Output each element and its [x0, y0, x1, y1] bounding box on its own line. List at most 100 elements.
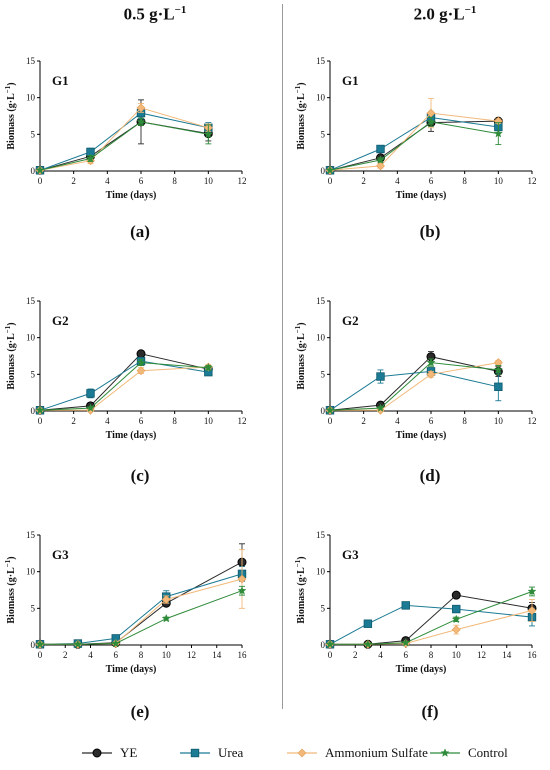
c3-line-ye: [329, 356, 499, 411]
c5-y-axis-label-end: ): [296, 556, 307, 559]
c1-series-ammonium-sulfate: [325, 97, 503, 175]
c1-x-tick-label-3: 6: [429, 176, 434, 186]
c3-point-urea-1: [376, 372, 385, 381]
c2-x-tick-label-0: 0: [38, 416, 43, 426]
c0-line-control: [39, 121, 209, 171]
c5-point-ammonium-sulfate-3: [451, 625, 461, 635]
c5-x-tick-label-6: 12: [477, 650, 486, 660]
c4-x-tick-label-1: 2: [63, 650, 68, 660]
c2-x-tick-label-1: 2: [71, 416, 76, 426]
c0-x-tick-label-4: 8: [172, 176, 177, 186]
c2-line-control: [39, 362, 209, 411]
c4-y-tick-label-3: 15: [26, 530, 36, 540]
c0-x-axis-label: Time (days): [106, 190, 157, 201]
c0-x-tick-label-2: 4: [105, 176, 110, 186]
c0-point-control-0: [35, 165, 45, 175]
c3-x-tick-label-4: 8: [462, 416, 467, 426]
c0-series-ye: [35, 99, 213, 175]
c3-point-urea-3: [494, 382, 503, 391]
c2-x-tick-label-2: 4: [105, 416, 110, 426]
c5-y-tick-label-0: 0: [321, 640, 326, 650]
c5-series-control: [325, 586, 537, 649]
c0-x-tick-label-5: 10: [204, 176, 214, 186]
c5-x-tick-label-2: 4: [378, 650, 383, 660]
c1-y-axis-label-end: ): [296, 82, 307, 85]
c3-series-ammonium-sulfate: [325, 358, 503, 415]
c1-x-tick-label-2: 4: [395, 176, 400, 186]
c2-y-axis-label: Biomass (g·L−1): [4, 322, 17, 389]
c5-x-tick-label-0: 0: [328, 650, 333, 660]
c5-point-urea-1: [363, 619, 373, 628]
c1-y-axis-label-sup: −1: [294, 85, 302, 93]
c3-y-tick-label-1: 5: [321, 369, 326, 379]
c3-series-control: [325, 357, 503, 415]
c2-x-tick-label-4: 8: [172, 416, 177, 426]
c0-point-control-3: [203, 129, 213, 139]
c4-y-axis-label: Biomass (g·L−1): [4, 556, 17, 623]
c5-x-tick-label-8: 16: [528, 650, 538, 660]
column-title-left-text: 0.5 g·L: [123, 4, 175, 24]
c3-y-axis-label-main: Biomass (g·L: [296, 333, 307, 390]
c4-x-tick-label-4: 8: [139, 650, 144, 660]
c2-line-urea: [39, 360, 209, 411]
c5-series-ye: [325, 590, 537, 649]
c2-x-tick-label-3: 6: [139, 416, 144, 426]
c3-line-control: [329, 362, 499, 411]
c3-y-axis-label-sup: −1: [294, 325, 302, 333]
c4-line-ye: [40, 561, 243, 645]
c4-x-tick-label-8: 16: [238, 650, 248, 660]
c4-x-tick-label-3: 6: [114, 650, 119, 660]
c1-line-urea: [329, 116, 499, 171]
c1-point-urea-1: [376, 144, 385, 154]
c5-point-urea-3: [452, 604, 461, 614]
c4-series-urea: [35, 566, 247, 649]
legend-item-control: Control: [428, 740, 508, 766]
c0-y-tick-label-0: 0: [31, 166, 36, 176]
c4-y-axis-label-main: Biomass (g·L: [6, 567, 17, 624]
panel-letter-a: (a): [130, 222, 150, 241]
c1-y-tick-label-0: 0: [321, 166, 326, 176]
c3-x-tick-label-0: 0: [328, 416, 333, 426]
c4-point-control-4: [237, 585, 247, 595]
panel-letter-e: (e): [130, 702, 150, 721]
c4-y-tick-label-2: 10: [26, 567, 36, 577]
column-title-left: 0.5 g·L−1: [55, 4, 255, 25]
c1-point-control-2: [426, 117, 436, 126]
legend-swatch-control: [430, 748, 460, 757]
c0-line-urea: [39, 112, 209, 171]
legend-marker-control: [440, 748, 450, 757]
c2-y-axis-label-sup: −1: [4, 325, 12, 333]
legend-marker-ye: [92, 748, 102, 758]
legend: YE Urea Ammonium Sulfate Control: [0, 740, 550, 766]
c5-point-control-4: [527, 586, 537, 596]
c0-x-tick-label-6: 12: [238, 176, 247, 186]
c3-series-urea: [325, 367, 503, 415]
c0-line-ammonium-sulfate: [39, 107, 209, 171]
c5-x-tick-label-1: 2: [353, 650, 358, 660]
c4-point-ammonium-sulfate-4: [237, 574, 247, 584]
c2-point-urea-1: [86, 389, 95, 398]
c0-y-axis-label-end: ): [6, 82, 17, 85]
c2-point-control-3: [203, 362, 213, 372]
legend-swatch-ye: [82, 748, 112, 758]
c2-group-label: G2: [52, 313, 69, 328]
c2-line-ammonium-sulfate: [40, 366, 209, 411]
c4-x-tick-label-7: 14: [212, 650, 222, 660]
legend-marker-ammonium-sulfate: [297, 748, 307, 758]
c3-y-axis-label: Biomass (g·L−1): [294, 322, 307, 389]
c4-point-control-3: [161, 613, 171, 623]
column-title-left-sup: −1: [174, 4, 187, 16]
c5-y-tick-label-1: 5: [321, 603, 326, 613]
c5-y-axis-label-main: Biomass (g·L: [296, 567, 307, 624]
c5-group-label: G3: [342, 547, 359, 562]
c5-x-tick-label-7: 14: [502, 650, 512, 660]
c3-y-tick-label-2: 10: [316, 333, 326, 343]
c1-point-control-3: [493, 128, 503, 138]
c3-y-axis-label-end: ): [296, 322, 307, 325]
c3-x-tick-label-1: 2: [361, 416, 366, 426]
c4-line-ammonium-sulfate: [40, 578, 243, 645]
c5-point-control-0: [325, 639, 335, 649]
c2-point-ammonium-sulfate-2: [136, 366, 146, 376]
chart-c: 0 2 4 6 8 10 12 0 5 10 15 Time (days) Biomass (g·L−1…: [4, 296, 247, 441]
c4-point-control-1: [73, 639, 83, 649]
